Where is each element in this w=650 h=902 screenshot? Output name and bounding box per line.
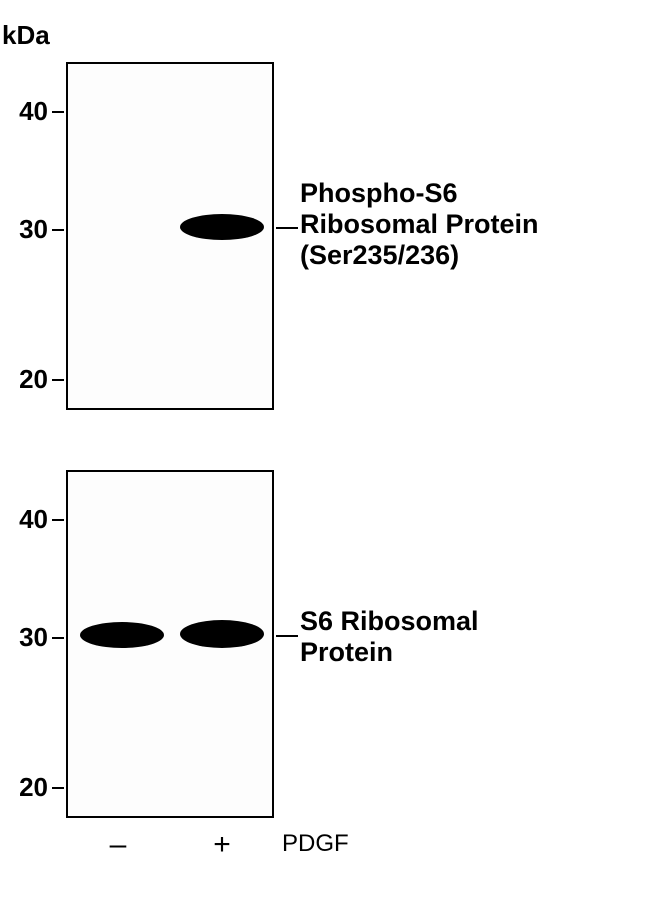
western-blot-figure: kDa 40 30 20 Phospho-S6 Ribosomal Protei… — [0, 0, 650, 902]
mw-tick-30-bottom: 30 — [18, 622, 48, 653]
tick-mark — [52, 519, 64, 521]
treatment-label-pdgf: PDGF — [282, 830, 349, 858]
tick-mark — [52, 111, 64, 113]
band-top-lane2 — [180, 214, 264, 240]
blot-top-box — [66, 62, 274, 410]
kda-unit-label: kDa — [2, 20, 50, 51]
protein-label-line: Phospho-S6 — [300, 178, 458, 208]
leader-line-top — [276, 227, 298, 229]
protein-label-top: Phospho-S6 Ribosomal Protein (Ser235/236… — [300, 178, 539, 271]
protein-label-line: Ribosomal Protein — [300, 209, 539, 239]
protein-label-line: (Ser235/236) — [300, 240, 459, 270]
mw-tick-20-top: 20 — [18, 364, 48, 395]
mw-tick-30-top: 30 — [18, 214, 48, 245]
lane-label-plus: + — [202, 828, 242, 862]
tick-mark — [52, 637, 64, 639]
mw-tick-20-bottom: 20 — [18, 772, 48, 803]
mw-tick-40-top: 40 — [18, 96, 48, 127]
leader-line-bottom — [276, 635, 298, 637]
band-bottom-lane2 — [180, 620, 264, 648]
blot-bottom-box — [66, 470, 274, 818]
tick-mark — [52, 379, 64, 381]
tick-mark — [52, 229, 64, 231]
band-bottom-lane1 — [80, 622, 164, 648]
protein-label-line: S6 Ribosomal — [300, 606, 479, 636]
protein-label-bottom: S6 Ribosomal Protein — [300, 606, 479, 668]
tick-mark — [52, 787, 64, 789]
protein-label-line: Protein — [300, 637, 393, 667]
mw-tick-40-bottom: 40 — [18, 504, 48, 535]
lane-label-minus: – — [98, 828, 138, 862]
